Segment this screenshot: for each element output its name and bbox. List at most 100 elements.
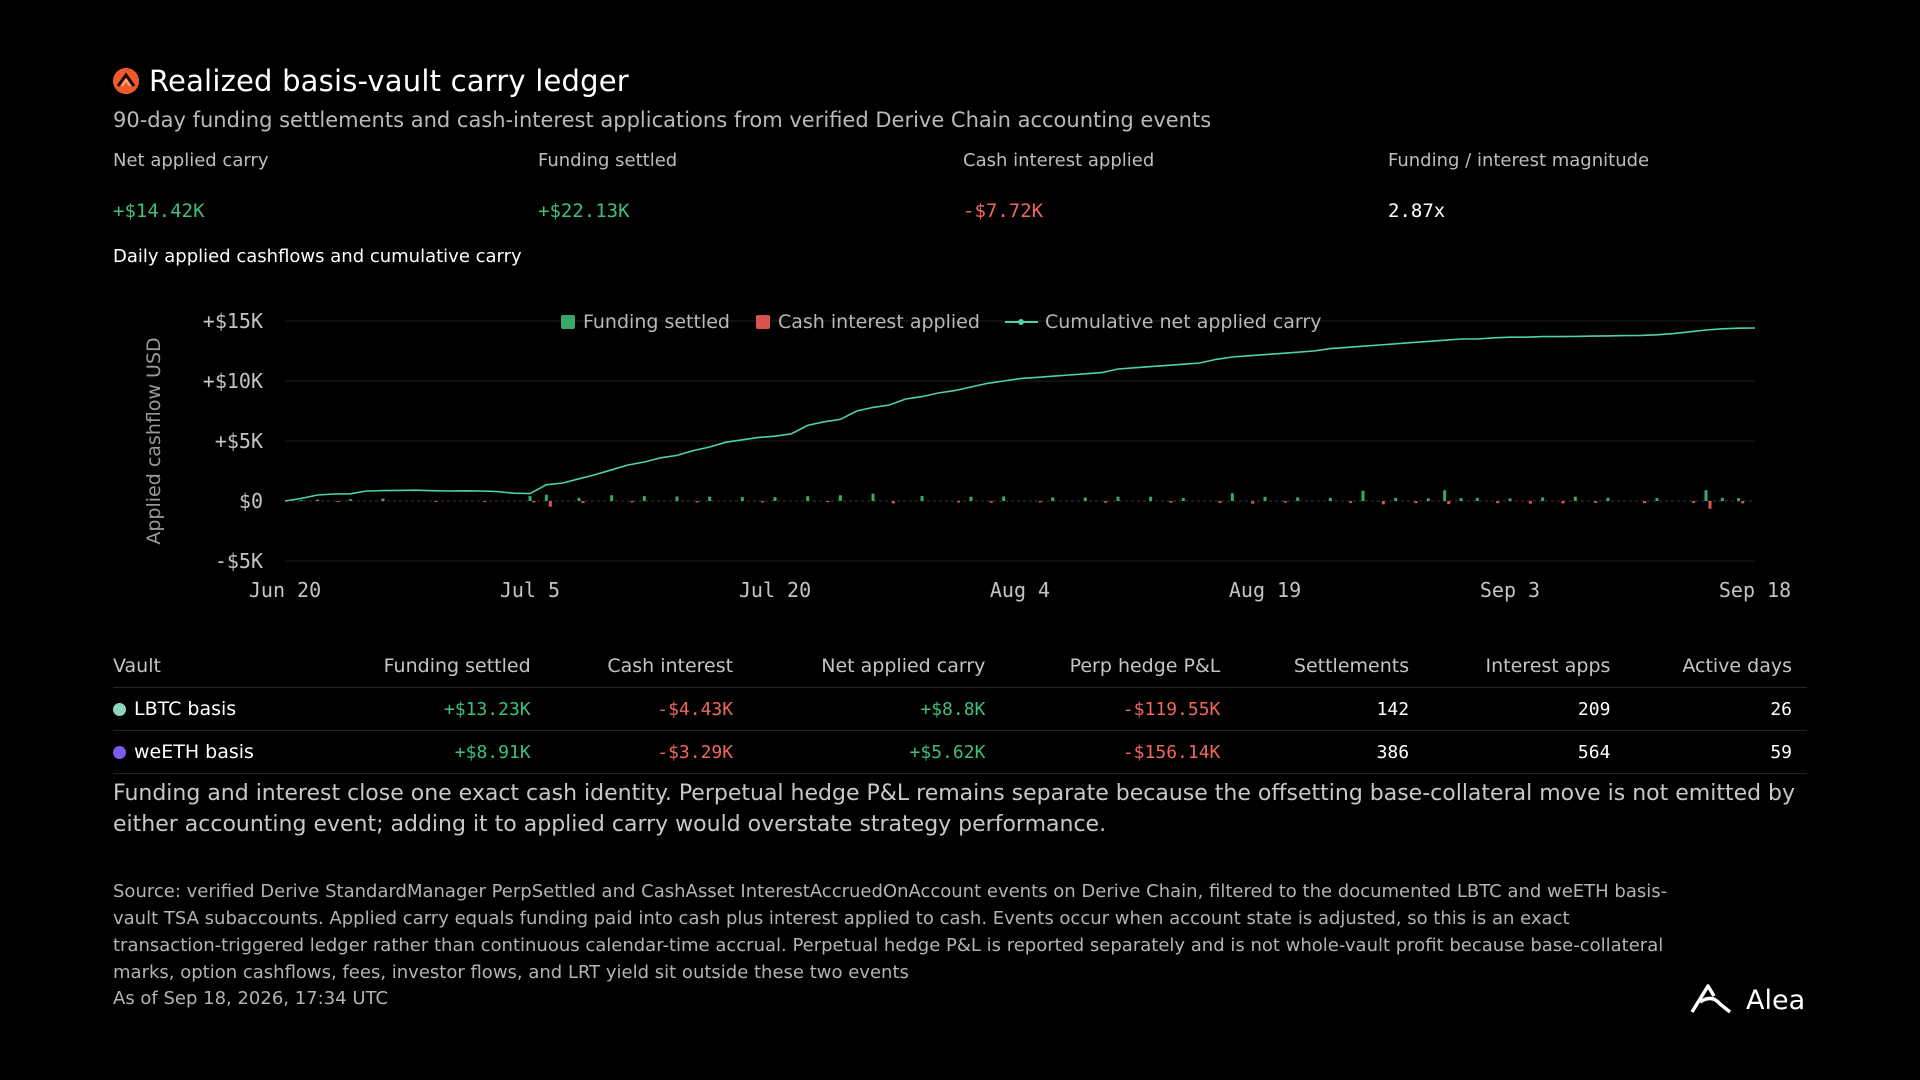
x-tick-label: Aug 19 — [1229, 578, 1301, 602]
interest-bar — [1349, 501, 1353, 503]
interest-bar — [1381, 501, 1385, 505]
interest-bar — [1169, 501, 1173, 503]
net-cell: +$8.8K — [748, 687, 1001, 731]
title-row: Realized basis-vault carry ledger — [113, 64, 1813, 98]
funding-bar — [1459, 498, 1463, 501]
kpi-value: 2.87x — [1388, 200, 1446, 222]
interest-cell: -$3.29K — [545, 730, 749, 774]
x-tick-label: Jul 20 — [739, 578, 811, 602]
interest-bar — [1104, 501, 1108, 503]
x-tick-label: Sep 18 — [1719, 578, 1791, 602]
interest-bar — [483, 501, 487, 502]
bar-layer — [299, 490, 1745, 509]
interest-bar — [1447, 501, 1451, 505]
interest-bar — [1283, 501, 1287, 503]
col-settlements: Settlements — [1235, 645, 1425, 688]
funding-bar — [528, 495, 532, 501]
kpi-label: Funding settled — [538, 150, 678, 171]
methodology-note: Funding and interest close one exact cas… — [113, 781, 1796, 837]
interest-bar — [532, 501, 536, 503]
kpi-value: -$7.72K — [963, 200, 1044, 222]
col-funding: Funding settled — [315, 645, 546, 688]
funding-bar — [871, 493, 875, 501]
kpi-magnitude-ratio: Funding / interest magnitude 2.87x — [1388, 150, 1813, 222]
weeth-icon — [113, 745, 126, 759]
y-tick-label: $0 — [239, 489, 263, 513]
y-tick-label: +$10K — [203, 369, 263, 393]
cumulative-carry-line — [284, 327, 1756, 502]
legend-label-funding: Funding settled — [583, 311, 730, 333]
funding-bar — [1655, 498, 1659, 501]
funding-bar — [1508, 498, 1512, 501]
interest-bar — [434, 501, 438, 502]
col-perp: Perp hedge P&L — [1000, 645, 1236, 688]
y-axis-ticks: +$15K +$10K +$5K $0 -$5K — [203, 309, 263, 573]
col-interest: Cash interest — [545, 645, 749, 688]
interest-cell: -$4.43K — [545, 687, 749, 731]
interest-bar — [957, 501, 961, 503]
col-interest-apps: Interest apps — [1424, 645, 1626, 688]
source-note: Source: verified Derive StandardManager … — [113, 881, 1668, 983]
interest-bar — [989, 501, 993, 503]
settlements-cell: 142 — [1235, 687, 1425, 731]
page-subtitle: 90-day funding settlements and cash-inte… — [113, 108, 1212, 132]
table-row: LBTC basis +$13.23K -$4.43K +$8.8K -$119… — [113, 687, 1807, 731]
funding-bar — [708, 496, 712, 501]
interest-bar — [1218, 501, 1222, 503]
legend-label-interest: Cash interest applied — [778, 311, 980, 333]
perp-cell: -$156.14K — [1000, 730, 1236, 774]
interest-bar — [1528, 501, 1532, 504]
funding-bar — [806, 496, 810, 501]
funding-bar — [1263, 496, 1267, 501]
funding-bar — [969, 496, 973, 501]
interest-bar — [1594, 501, 1598, 503]
interest-bar — [1708, 501, 1712, 509]
perp-cell: -$119.55K — [1000, 687, 1236, 731]
vault-table: Vault Funding settled Cash interest Net … — [113, 645, 1807, 774]
vault-name-cell: weETH basis — [113, 741, 301, 763]
kpi-row: Net applied carry +$14.42K Funding settl… — [113, 150, 1813, 222]
interest-bar — [761, 501, 765, 503]
col-net: Net applied carry — [748, 645, 1001, 688]
x-tick-label: Aug 4 — [990, 578, 1050, 602]
table-header-row: Vault Funding settled Cash interest Net … — [113, 645, 1807, 688]
kpi-value: +$22.13K — [538, 200, 630, 222]
logo-text: Alea — [1746, 984, 1806, 1016]
funding-bar — [316, 499, 320, 501]
x-axis-ticks: Jun 20 Jul 5 Jul 20 Aug 4 Aug 19 Sep 3 Sep 18 — [249, 578, 1791, 602]
funding-bar — [1083, 497, 1087, 501]
y-tick-label: -$5K — [215, 549, 263, 573]
line-layer — [284, 327, 1756, 502]
as-of-timestamp: As of Sep 18, 2026, 17:34 UTC — [113, 988, 389, 1009]
funding-bar — [1426, 498, 1430, 501]
funding-bar — [642, 496, 646, 501]
funding-bar — [1443, 490, 1447, 501]
legend-swatch-interest — [756, 315, 770, 329]
table-row: weETH basis +$8.91K -$3.29K +$5.62K -$15… — [113, 730, 1807, 774]
funding-bar — [348, 499, 352, 501]
interest-bar — [336, 501, 340, 502]
kpi-funding-settled: Funding settled +$22.13K — [538, 150, 963, 222]
kpi-value: +$14.42K — [113, 200, 205, 222]
interest-bar — [581, 501, 585, 504]
funding-bar — [381, 498, 385, 501]
header: Realized basis-vault carry ledger 90-day… — [113, 64, 1813, 132]
funding-bar — [1328, 497, 1332, 501]
vault-name: weETH basis — [134, 741, 254, 763]
interest-bar — [1561, 501, 1565, 504]
active-days-cell: 26 — [1625, 687, 1807, 731]
funding-cell: +$13.23K — [315, 687, 546, 731]
interest-bar — [891, 501, 895, 504]
funding-bar — [1541, 497, 1545, 501]
grid-layer — [285, 320, 1755, 562]
funding-bar — [773, 497, 777, 501]
funding-bar — [1720, 497, 1724, 501]
interest-bar — [1692, 501, 1696, 503]
legend-label-cumulative: Cumulative net applied carry — [1045, 311, 1321, 333]
funding-bar — [1361, 490, 1365, 501]
funding-bar — [675, 496, 679, 501]
funding-bar — [1704, 490, 1708, 501]
kpi-label: Funding / interest magnitude — [1388, 150, 1650, 171]
cashflow-chart: +$15K +$10K +$5K $0 -$5K Jun 20 Jul 5 Jul 20 Au… — [113, 296, 1813, 620]
legend-swatch-funding — [561, 315, 575, 329]
